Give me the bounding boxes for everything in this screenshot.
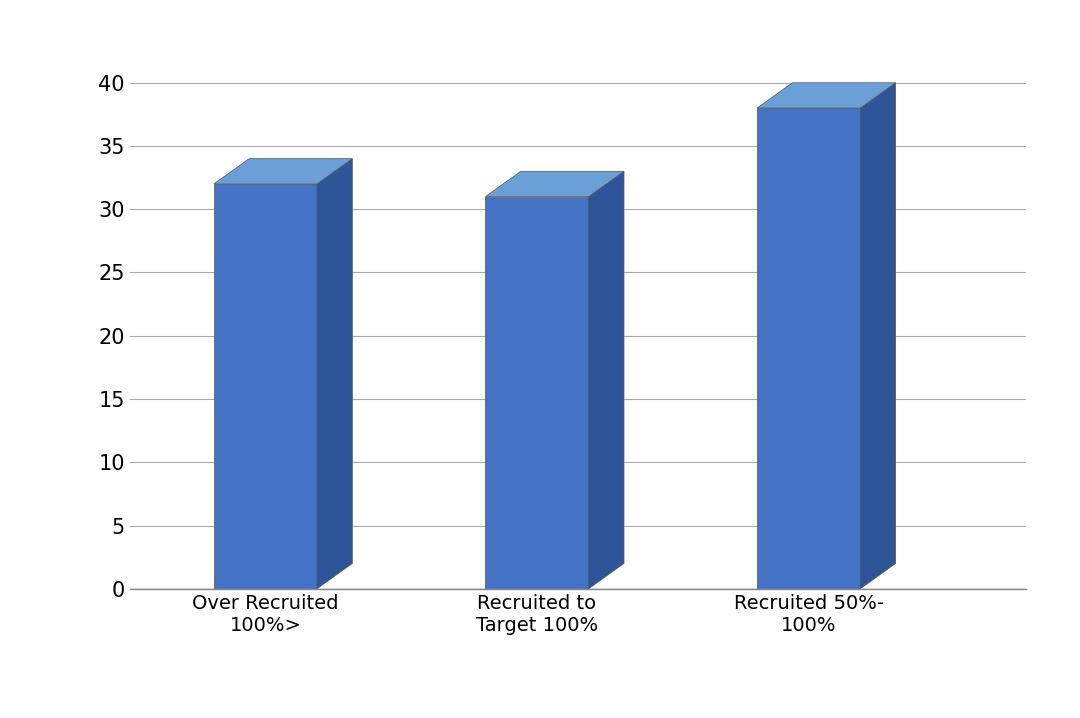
Polygon shape: [485, 197, 589, 589]
Polygon shape: [214, 184, 318, 589]
Polygon shape: [485, 172, 624, 197]
Polygon shape: [589, 172, 624, 589]
Polygon shape: [318, 159, 352, 589]
Polygon shape: [757, 108, 861, 589]
Polygon shape: [214, 159, 352, 184]
Polygon shape: [861, 83, 895, 589]
Polygon shape: [757, 83, 895, 108]
